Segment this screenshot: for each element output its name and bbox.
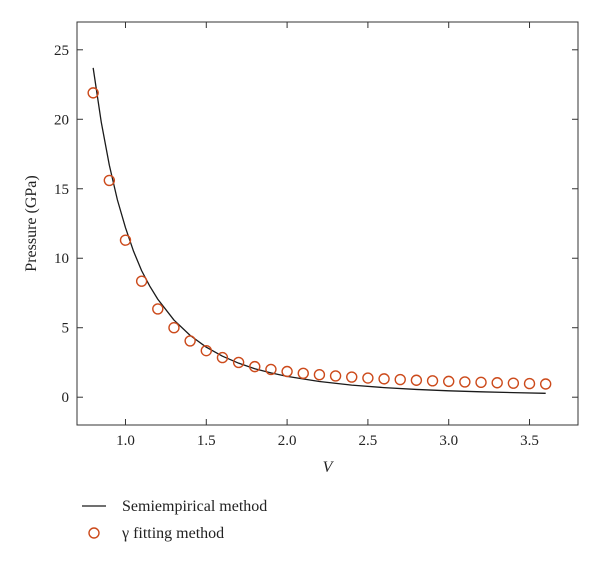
x-tick-label: 2.5 <box>359 433 378 449</box>
legend-circle-swatch <box>88 527 100 539</box>
y-tick-label: 25 <box>54 43 69 59</box>
gamma-fit-point <box>362 372 374 384</box>
plot-frame <box>76 21 579 426</box>
gamma-fit-point <box>152 303 164 315</box>
gamma-fit-point <box>459 376 471 388</box>
gamma-fit-point <box>426 375 439 387</box>
gamma-fit-point <box>216 351 229 364</box>
gamma-fit-point <box>200 344 212 357</box>
gamma-fit-point <box>378 373 390 385</box>
x-tick-label: 3.5 <box>520 433 539 449</box>
x-tick-label: 1.0 <box>116 433 135 449</box>
gamma-fit-point <box>184 335 196 347</box>
axis-ticks: 1.0 1.5 2.0 2.5 3.0 3.5 0 5 10 15 20 25 <box>54 22 578 449</box>
legend-label-gamma-fitting: γ fitting method <box>121 525 224 542</box>
gamma-fit-point <box>346 371 358 383</box>
x-axis-label: V <box>323 459 335 476</box>
gamma-fit-point <box>491 377 503 389</box>
gamma-fit-point <box>249 360 261 373</box>
gamma-fit-point <box>443 375 455 388</box>
gamma-fit-point <box>507 377 520 389</box>
gamma-fit-point <box>135 275 148 287</box>
semiempirical-curve <box>92 67 546 394</box>
gamma-fit-point <box>87 87 99 99</box>
y-tick-label: 10 <box>54 251 69 267</box>
gamma-fit-point <box>313 368 326 381</box>
y-tick-label: 5 <box>62 321 70 337</box>
gamma-fit-point <box>394 373 406 386</box>
x-tick-label: 3.0 <box>439 433 458 449</box>
gamma-fit-point <box>103 174 116 187</box>
x-tick-label: 1.5 <box>197 433 216 449</box>
y-axis-label: Pressure (GPa) <box>23 175 40 271</box>
legend-label-semiempirical: Semiempirical method <box>122 498 267 515</box>
gamma-fit-point <box>281 365 293 378</box>
gamma-fit-point <box>297 367 309 380</box>
gamma-fit-point <box>232 356 245 369</box>
gamma-fit-point <box>539 378 552 390</box>
legend: Semiempirical method γ fitting method <box>82 498 267 542</box>
y-tick-label: 0 <box>62 390 70 406</box>
gamma-fit-point <box>329 370 342 382</box>
gamma-fit-point <box>168 322 180 334</box>
gamma-fit-point <box>475 376 487 389</box>
y-tick-label: 15 <box>54 182 69 198</box>
gamma-fit-point <box>410 374 423 386</box>
gamma-fit-point <box>119 234 132 246</box>
x-tick-label: 2.0 <box>278 433 297 449</box>
gamma-fit-point <box>523 377 536 390</box>
y-tick-label: 20 <box>54 112 69 128</box>
gamma-fit-point <box>265 363 277 376</box>
series-layer <box>87 67 552 394</box>
